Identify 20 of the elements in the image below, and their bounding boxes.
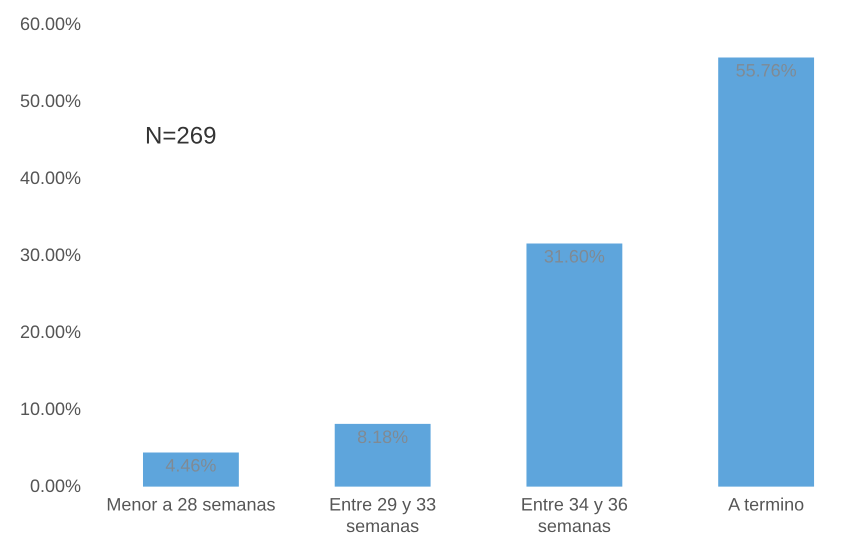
data-label: 31.60% — [544, 246, 605, 266]
x-tick-label: Menor a 28 semanas — [106, 494, 276, 515]
bar — [718, 57, 814, 487]
y-tick-label: 50.00% — [20, 90, 82, 111]
data-label: 4.46% — [165, 455, 216, 476]
y-tick-label: 0.00% — [30, 476, 82, 496]
x-tick-label: Entre 29 y 33 semanas — [329, 494, 436, 536]
y-tick-label: 40.00% — [20, 168, 82, 188]
data-label: 8.18% — [357, 426, 408, 447]
x-tick-label: Entre 34 y 36 semanas — [520, 494, 628, 536]
bar — [526, 243, 622, 487]
y-tick-label: 10.00% — [20, 398, 82, 419]
bar — [334, 424, 431, 487]
y-tick-label: 30.00% — [20, 244, 82, 265]
y-tick-label: 60.00% — [20, 14, 82, 34]
y-tick-label: 20.00% — [20, 322, 82, 342]
x-tick-label: A termino — [728, 494, 804, 515]
bar — [142, 452, 239, 487]
data-label: 55.76% — [736, 60, 797, 80]
annotation: N=269 — [145, 122, 216, 150]
